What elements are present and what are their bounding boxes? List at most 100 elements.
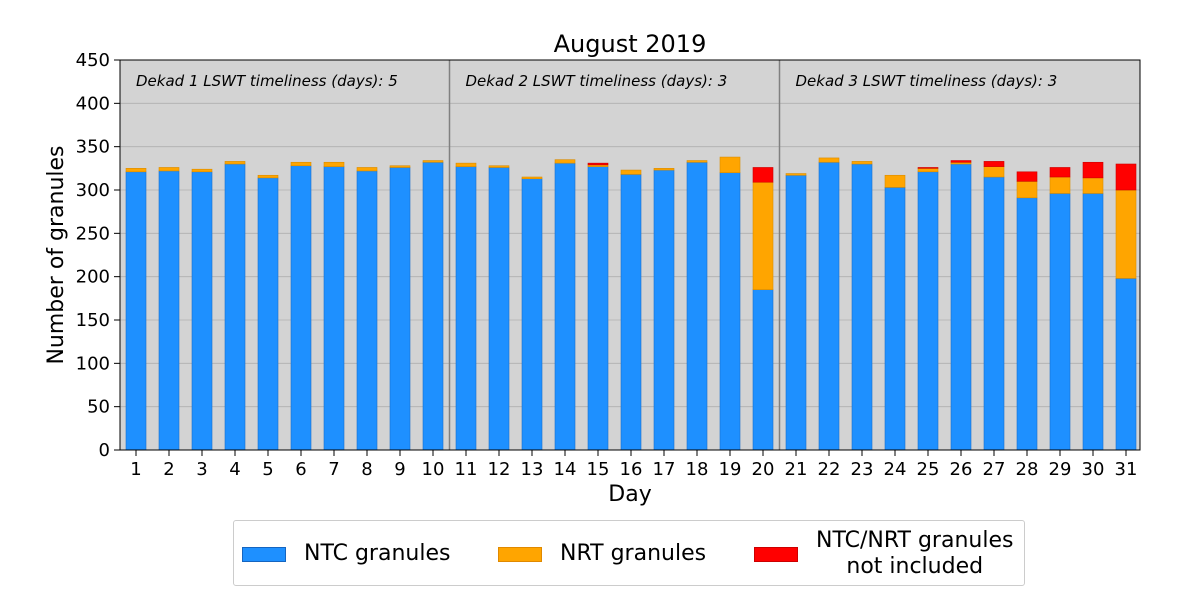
legend-item-nrt: NRT granules: [498, 521, 706, 587]
bar-segment-series-1: [323, 161, 345, 167]
bars-group: [125, 156, 1137, 451]
bar-segment-series-0: [818, 161, 840, 451]
legend: NTC granules NRT granules NTC/NRT granul…: [233, 520, 1025, 586]
bar-segment-series-0: [983, 176, 1005, 451]
x-tick-label: 16: [620, 459, 643, 480]
bar-segment-series-0: [917, 171, 939, 451]
bar-segment-series-1: [1049, 176, 1071, 194]
x-tick-label: 23: [851, 459, 874, 480]
bar-segment-series-1: [884, 174, 906, 188]
legend-label-nrt: NRT granules: [560, 541, 707, 566]
bar-segment-series-1: [1016, 181, 1038, 199]
bar-segment-series-0: [290, 165, 312, 451]
x-tick-label: 14: [554, 459, 577, 480]
bar-segment-series-1: [125, 168, 147, 173]
bar-segment-series-1: [554, 159, 576, 164]
bar-segment-series-0: [587, 166, 609, 451]
x-tick-label: 2: [163, 459, 174, 480]
bar-segment-series-0: [224, 163, 246, 451]
bar-segment-series-1: [488, 165, 510, 168]
bar-segment-series-0: [686, 161, 708, 451]
x-tick-label: 9: [394, 459, 405, 480]
x-tick-label: 15: [587, 459, 610, 480]
x-tick-label: 22: [818, 459, 841, 480]
x-tick-label: 17: [653, 459, 676, 480]
y-tick-label: 200: [76, 267, 110, 288]
legend-item-not-included: NTC/NRT granules not included: [754, 521, 1013, 587]
bar-segment-series-1: [224, 161, 246, 165]
bar-segment-series-1: [620, 169, 642, 175]
bar-segment-series-1: [389, 165, 411, 168]
y-tick-label: 0: [99, 440, 110, 461]
bar-segment-series-0: [257, 177, 279, 451]
x-tick-label: 25: [917, 459, 940, 480]
bar-segment-series-0: [422, 161, 444, 451]
x-tick-label: 7: [328, 459, 339, 480]
x-tick-label: 6: [295, 459, 306, 480]
bar-segment-series-0: [488, 167, 510, 451]
dekad-annotations: Dekad 1 LSWT timeliness (days): 5 Dekad 2…: [136, 72, 1057, 90]
bar-segment-series-0: [191, 171, 213, 451]
bar-segment-series-0: [1115, 278, 1137, 451]
bar-segment-series-0: [323, 166, 345, 451]
x-tick-label: 26: [950, 459, 973, 480]
x-tick-label: 28: [1016, 459, 1039, 480]
bar-segment-series-1: [158, 167, 180, 172]
x-tick-label: 29: [1049, 459, 1072, 480]
bar-segment-series-2: [983, 161, 1005, 167]
bar-segment-series-0: [455, 166, 477, 451]
bar-segment-series-1: [851, 161, 873, 165]
x-tick-label: 5: [262, 459, 273, 480]
y-tick-label: 350: [76, 137, 110, 158]
bar-segment-series-2: [1082, 161, 1104, 179]
dekad-annotation: Dekad 2 LSWT timeliness (days): 3: [466, 72, 728, 90]
x-tick-label: 21: [785, 459, 808, 480]
bar-segment-series-2: [587, 162, 609, 166]
bar-segment-series-0: [950, 163, 972, 451]
bar-segment-series-1: [785, 173, 807, 176]
x-tick-label: 4: [229, 459, 240, 480]
y-tick-label: 300: [76, 180, 110, 201]
dekad-annotation: Dekad 3 LSWT timeliness (days): 3: [796, 72, 1058, 90]
bar-segment-series-1: [653, 168, 675, 171]
y-tick-label: 100: [76, 353, 110, 374]
bar-segment-series-0: [521, 178, 543, 451]
legend-label-not-included: NTC/NRT granules not included: [816, 528, 1014, 579]
bar-segment-series-0: [1016, 197, 1038, 451]
y-tick-label: 450: [76, 50, 110, 71]
x-tick-label: 3: [196, 459, 207, 480]
y-tick-label: 400: [76, 93, 110, 114]
bar-segment-series-1: [1115, 189, 1137, 279]
bar-segment-series-0: [1049, 193, 1071, 451]
x-tick-label: 27: [983, 459, 1006, 480]
bar-segment-series-2: [1115, 163, 1137, 191]
bar-segment-series-1: [422, 160, 444, 163]
bar-segment-series-1: [818, 157, 840, 163]
x-tick-label: 31: [1115, 459, 1138, 480]
bar-segment-series-0: [389, 167, 411, 451]
bar-segment-series-1: [191, 168, 213, 173]
x-tick-label: 13: [521, 459, 544, 480]
legend-item-ntc: NTC granules: [242, 521, 450, 587]
dekad-annotation: Dekad 1 LSWT timeliness (days): 5: [136, 72, 398, 90]
y-tick-label: 250: [76, 223, 110, 244]
x-tick-label: 12: [488, 459, 511, 480]
bar-segment-series-0: [851, 163, 873, 451]
legend-label-ntc: NTC granules: [304, 541, 451, 566]
bar-segment-series-1: [356, 167, 378, 172]
bar-segment-series-0: [752, 289, 774, 451]
y-tick-label: 150: [76, 310, 110, 331]
legend-swatch-ntc: [242, 546, 286, 562]
x-tick-label: 30: [1082, 459, 1105, 480]
x-tick-label: 18: [686, 459, 709, 480]
bar-segment-series-1: [455, 162, 477, 167]
bar-segment-series-0: [653, 169, 675, 451]
bar-segment-series-0: [356, 170, 378, 451]
bar-segment-series-1: [752, 181, 774, 290]
bar-segment-series-2: [1049, 167, 1071, 178]
bar-segment-series-0: [1082, 193, 1104, 451]
bar-segment-series-1: [719, 156, 741, 173]
x-tick-label: 8: [361, 459, 372, 480]
bar-segment-series-0: [620, 174, 642, 451]
